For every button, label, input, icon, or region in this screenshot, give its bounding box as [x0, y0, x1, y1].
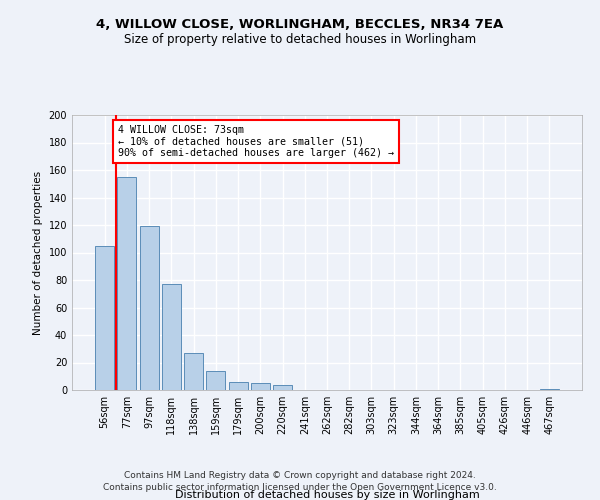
X-axis label: Distribution of detached houses by size in Worlingham: Distribution of detached houses by size …: [175, 490, 479, 500]
Text: Contains HM Land Registry data © Crown copyright and database right 2024.: Contains HM Land Registry data © Crown c…: [124, 472, 476, 480]
Bar: [95, 246, 114, 390]
Bar: [140, 226, 158, 390]
Bar: [540, 388, 559, 390]
Bar: [118, 177, 136, 390]
Text: 4, WILLOW CLOSE, WORLINGHAM, BECCLES, NR34 7EA: 4, WILLOW CLOSE, WORLINGHAM, BECCLES, NR…: [97, 18, 503, 30]
Y-axis label: Number of detached properties: Number of detached properties: [33, 170, 43, 334]
Text: 4 WILLOW CLOSE: 73sqm
← 10% of detached houses are smaller (51)
90% of semi-deta: 4 WILLOW CLOSE: 73sqm ← 10% of detached …: [118, 124, 394, 158]
Bar: [251, 383, 270, 390]
Text: Contains public sector information licensed under the Open Government Licence v3: Contains public sector information licen…: [103, 483, 497, 492]
Bar: [206, 371, 225, 390]
Bar: [229, 382, 248, 390]
Bar: [162, 284, 181, 390]
Text: Size of property relative to detached houses in Worlingham: Size of property relative to detached ho…: [124, 32, 476, 46]
Bar: [184, 353, 203, 390]
Bar: [273, 384, 292, 390]
